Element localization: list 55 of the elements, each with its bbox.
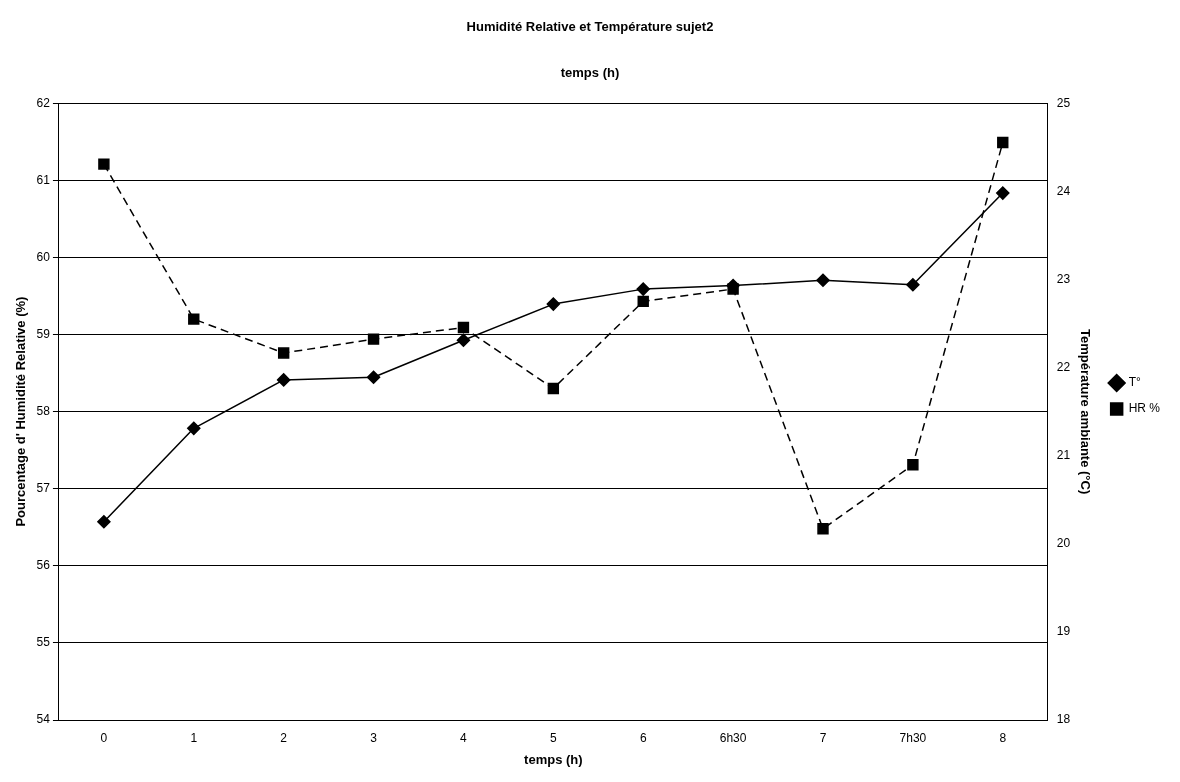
- point: [906, 277, 920, 292]
- point: [457, 321, 470, 334]
- point: [637, 295, 649, 308]
- x-tick-label: 0: [100, 730, 108, 745]
- legend-label: HR %: [1128, 401, 1161, 416]
- y-tick-label: 62: [36, 95, 51, 110]
- x-tick-label: 4: [460, 730, 468, 745]
- y-tick-label: 58: [36, 403, 51, 418]
- y2-tick-label: 25: [1056, 95, 1071, 110]
- x-tick-label: 5: [549, 730, 557, 745]
- y2-tick-label: 24: [1056, 183, 1071, 198]
- point: [367, 333, 380, 345]
- point: [816, 273, 830, 288]
- y-tick-label: 56: [36, 558, 51, 573]
- x-tick-label: 6: [639, 730, 647, 745]
- x-axis-title: temps (h): [524, 751, 583, 767]
- y2-tick-label: 20: [1056, 536, 1071, 551]
- y2-tick-label: 18: [1056, 712, 1071, 727]
- y2-tick-label: 19: [1056, 624, 1071, 639]
- y-tick-label: 54: [36, 712, 51, 727]
- y-tick-label: 59: [36, 326, 51, 341]
- y-tick-label: 57: [36, 481, 51, 496]
- point: [817, 523, 829, 535]
- legend-label: T°: [1128, 375, 1141, 390]
- point: [97, 514, 111, 529]
- y-tick-label: 60: [36, 249, 51, 264]
- x-tick-label: 7h30: [899, 730, 927, 745]
- point: [636, 282, 650, 296]
- chart-title: Humidité Relative et Température sujet2: [466, 19, 714, 35]
- y-tick-label: 55: [36, 635, 51, 650]
- point: [456, 333, 471, 347]
- y2-axis-title: Température ambiante (°C): [1078, 328, 1094, 495]
- point: [546, 297, 561, 311]
- x-tick-label: 1: [190, 730, 198, 745]
- point: [907, 459, 919, 471]
- point: [188, 313, 200, 325]
- x-tick-label: 6h30: [719, 730, 747, 745]
- point: [366, 370, 381, 384]
- point: [996, 186, 1010, 200]
- y-axis-title: Pourcentage d' Humidité Relative (%): [13, 296, 29, 527]
- x-tick-label: 2: [280, 730, 288, 745]
- point: [98, 158, 110, 170]
- x-tick-label: 3: [370, 730, 378, 745]
- x-tick-label: 8: [999, 730, 1007, 745]
- point: [187, 421, 201, 436]
- point: [997, 136, 1009, 149]
- point: [547, 382, 560, 395]
- chart-subtitle: temps (h): [560, 64, 620, 80]
- y2-tick-label: 23: [1056, 271, 1071, 286]
- y2-tick-label: 21: [1056, 447, 1071, 462]
- point: [277, 347, 290, 359]
- point: [276, 373, 291, 387]
- x-tick-label: 7: [819, 730, 827, 745]
- y2-tick-label: 22: [1056, 359, 1071, 374]
- y-tick-label: 61: [36, 172, 51, 187]
